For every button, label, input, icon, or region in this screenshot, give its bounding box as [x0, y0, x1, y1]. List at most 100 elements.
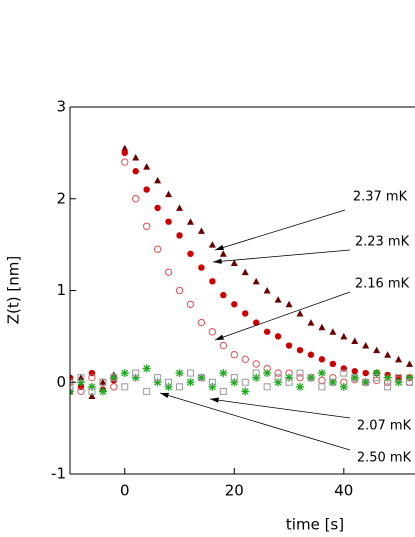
- data-point: [317, 369, 326, 378]
- data-point: [362, 342, 370, 349]
- data-point: [340, 332, 348, 340]
- data-point: [307, 374, 315, 382]
- data-point: [186, 300, 195, 308]
- data-point: [351, 337, 359, 344]
- arrow-head: [210, 397, 219, 403]
- y-tick-label: 3: [56, 98, 66, 116]
- data-point: [77, 387, 85, 396]
- y-tick-label: 1: [56, 281, 66, 299]
- data-point: [132, 153, 140, 161]
- data-point: [296, 373, 304, 382]
- data-point: [208, 328, 217, 336]
- data-point: [132, 195, 140, 203]
- data-point: [132, 168, 139, 175]
- data-point: [373, 374, 381, 382]
- data-point: [285, 373, 294, 382]
- data-point: [208, 241, 216, 248]
- data-point: [340, 369, 348, 377]
- data-point: [350, 373, 359, 382]
- data-point: [241, 387, 250, 396]
- data-point: [395, 374, 402, 381]
- data-point: [197, 318, 206, 327]
- data-point: [230, 351, 238, 359]
- data-point: [230, 259, 238, 266]
- data-point: [164, 382, 173, 391]
- data-point: [175, 369, 184, 378]
- annotation: 2.50 mK: [357, 451, 412, 466]
- data-point: [98, 387, 107, 396]
- data-point: [197, 373, 206, 382]
- data-point: [219, 387, 227, 395]
- data-point: [351, 374, 359, 382]
- data-point: [318, 376, 326, 385]
- x-tick-label: 40: [334, 482, 353, 500]
- data-point: [176, 232, 183, 239]
- annotation-arrow: [159, 392, 351, 451]
- data-point: [362, 369, 369, 377]
- data-point: [405, 373, 414, 382]
- data-point: [176, 383, 184, 391]
- data-point: [252, 369, 260, 377]
- annotation: 2.07 mK: [357, 419, 412, 434]
- data-point: [307, 319, 315, 326]
- data-point: [165, 190, 173, 198]
- annotation-arrow: [209, 398, 351, 419]
- data-point: [176, 204, 184, 211]
- annotation: 2.37 mK: [353, 190, 408, 205]
- data-point: [241, 268, 249, 276]
- data-point: [285, 300, 293, 308]
- data-point: [231, 301, 238, 308]
- data-point: [263, 369, 272, 378]
- data-point: [131, 373, 140, 382]
- x-tick-label: 20: [225, 482, 244, 500]
- data-point: [329, 328, 337, 335]
- data-point: [241, 378, 249, 386]
- data-point: [110, 383, 118, 391]
- data-point: [296, 346, 304, 354]
- data-point: [77, 374, 85, 381]
- data-point: [274, 378, 283, 387]
- data-point: [285, 342, 293, 349]
- data-point: [395, 355, 403, 363]
- data-point: [406, 378, 414, 386]
- data-point: [395, 374, 403, 382]
- data-point: [241, 355, 249, 364]
- data-point: [242, 310, 249, 317]
- data-point: [351, 368, 358, 375]
- data-point: [186, 218, 194, 225]
- data-point: [372, 369, 381, 378]
- data-point: [383, 373, 392, 382]
- data-point: [274, 374, 282, 382]
- data-point: [153, 245, 162, 253]
- data-point: [175, 286, 184, 295]
- data-point: [252, 360, 260, 368]
- data-point: [165, 218, 172, 225]
- data-point: [187, 250, 194, 257]
- data-point: [143, 387, 151, 395]
- data-point: [252, 373, 261, 382]
- y-tick-label: -1: [51, 465, 66, 483]
- y-tick-label: 0: [56, 373, 66, 391]
- data-point: [165, 378, 173, 386]
- annotation-arrow: [214, 291, 351, 341]
- data-point: [318, 323, 326, 331]
- data-point: [328, 378, 337, 387]
- data-point: [252, 277, 260, 285]
- annotation: 2.16 mK: [355, 277, 410, 292]
- data-point: [285, 378, 293, 386]
- data-point: [230, 378, 239, 387]
- data-point: [209, 278, 216, 285]
- data-point: [70, 383, 74, 391]
- data-point: [88, 373, 96, 382]
- y-tick-label: 2: [56, 189, 66, 207]
- data-point: [307, 351, 315, 358]
- data-point: [318, 383, 326, 391]
- data-point: [154, 176, 162, 184]
- data-point: [318, 356, 326, 363]
- arrow-head: [213, 258, 222, 264]
- data-point: [230, 374, 238, 382]
- data-point: [252, 319, 260, 326]
- data-point: [197, 374, 205, 382]
- y-axis-label: Z(t) [nm]: [5, 256, 23, 324]
